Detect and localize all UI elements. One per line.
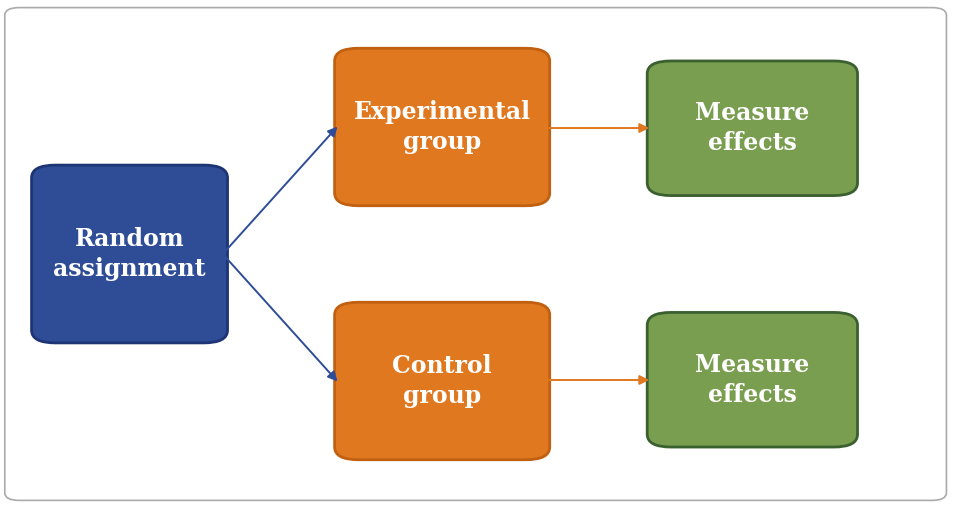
FancyBboxPatch shape xyxy=(647,312,858,447)
Text: Measure
effects: Measure effects xyxy=(695,353,810,406)
Text: Experimental
group: Experimental group xyxy=(354,100,531,154)
FancyBboxPatch shape xyxy=(5,8,946,500)
FancyBboxPatch shape xyxy=(32,165,228,343)
Text: Random
assignment: Random assignment xyxy=(54,227,206,281)
FancyBboxPatch shape xyxy=(647,61,858,196)
Text: Control
group: Control group xyxy=(392,354,492,408)
Text: Measure
effects: Measure effects xyxy=(695,102,810,155)
FancyBboxPatch shape xyxy=(335,48,550,206)
FancyBboxPatch shape xyxy=(335,302,550,460)
